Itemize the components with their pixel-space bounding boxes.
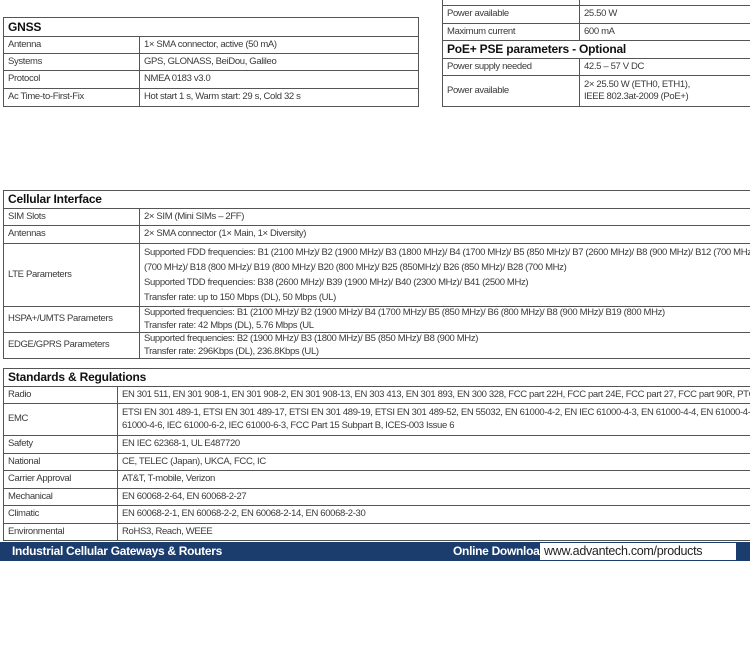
value-line: 2× SMA connector (1× Main, 1× Diversity): [144, 228, 307, 240]
pse-title: PoE+ PSE parameters - Optional: [442, 40, 750, 59]
value-line: Supported FDD frequencies: B1 (2100 MHz)…: [144, 247, 750, 258]
value-line: EN 60068-2-1, EN 60068-2-2, EN 60068-2-1…: [122, 508, 366, 520]
row-label: Protocol: [3, 70, 140, 89]
row-label: Carrier Approval: [3, 470, 118, 489]
row-value: Supported frequencies: B1 (2100 MHz)/ B2…: [139, 306, 750, 333]
row-value: Hot start 1 s, Warm start: 29 s, Cold 32…: [139, 88, 419, 107]
table-row: Ac Time-to-First-Fix Hot start 1 s, Warm …: [3, 88, 419, 107]
value-line: RoHS3, Reach, WEEE: [122, 525, 213, 537]
row-value: 600 mA: [579, 23, 750, 41]
value-line: Transfer rate: up to 150 Mbps (DL), 50 M…: [144, 292, 336, 303]
table-row: Systems GPS, GLONASS, BeiDou, Galileo: [3, 53, 419, 71]
table-row: Maximum current 600 mA: [442, 23, 750, 41]
row-label: EMC: [3, 403, 118, 436]
value-line: EN 301 511, EN 301 908-1, EN 301 908-2, …: [122, 388, 750, 400]
cellular-title: Cellular Interface: [3, 190, 750, 209]
row-label: EDGE/GPRS Parameters: [3, 332, 140, 359]
row-label: Antenna: [3, 36, 140, 54]
gnss-title: GNSS: [3, 17, 419, 37]
table-row: Carrier Approval AT&T, T-mobile, Verizon: [3, 470, 750, 489]
row-label: Power available: [442, 5, 580, 24]
row-label: SIM Slots: [3, 208, 140, 226]
value-line: 61000-4-6, IEC 61000-6-2, IEC 61000-6-3,…: [122, 419, 455, 431]
footer-band: Industrial Cellular Gateways & Routers O…: [0, 542, 750, 561]
table-row: LTE Parameters Supported FDD frequencies:…: [3, 243, 750, 307]
row-label: Safety: [3, 435, 118, 454]
row-label: Mechanical: [3, 488, 118, 506]
table-row: Safety EN IEC 62368-1, UL E487720: [3, 435, 750, 454]
table-row: EDGE/GPRS Parameters Supported frequencie…: [3, 332, 750, 359]
table-row: Environmental RoHS3, Reach, WEEE: [3, 523, 750, 541]
row-value: 2× SIM (Mini SIMs – 2FF): [139, 208, 750, 226]
row-value: CE, TELEC (Japan), UKCA, FCC, IC: [117, 453, 750, 471]
table-row: Protocol NMEA 0183 v3.0: [3, 70, 419, 89]
row-value: RoHS3, Reach, WEEE: [117, 523, 750, 541]
row-value: EN 60068-2-64, EN 60068-2-27: [117, 488, 750, 506]
footer-title: Industrial Cellular Gateways & Routers: [12, 544, 222, 558]
row-value: 2× 25.50 W (ETH0, ETH1), IEEE 802.3at-200…: [579, 75, 750, 107]
table-row: Radio EN 301 511, EN 301 908-1, EN 301 90…: [3, 386, 750, 404]
value-line: AT&T, T-mobile, Verizon: [122, 473, 215, 485]
table-row: Mechanical EN 60068-2-64, EN 60068-2-27: [3, 488, 750, 506]
power-table: Power available 25.50 W Maximum current 60…: [442, 0, 750, 107]
table-row: National CE, TELEC (Japan), UKCA, FCC, IC: [3, 453, 750, 471]
value-line: (700 MHz)/ B18 (800 MHz)/ B19 (800 MHz)/…: [144, 262, 567, 273]
row-label: Power supply needed: [442, 58, 580, 76]
value-line: 2× 25.50 W (ETH0, ETH1),: [584, 78, 690, 90]
value-line: Transfer rate: 296Kbps (DL), 236.8Kbps (…: [144, 345, 319, 357]
table-row: EMC ETSI EN 301 489-1, ETSI EN 301 489-17…: [3, 403, 750, 436]
row-value: NMEA 0183 v3.0: [139, 70, 419, 89]
value-line: Supported TDD frequencies: B38 (2600 MHz…: [144, 277, 529, 288]
value-line: EN 60068-2-64, EN 60068-2-27: [122, 490, 247, 502]
value-line: Supported frequencies: B1 (2100 MHz)/ B2…: [144, 307, 665, 319]
row-value: EN 60068-2-1, EN 60068-2-2, EN 60068-2-1…: [117, 505, 750, 524]
table-row: Power available 2× 25.50 W (ETH0, ETH1), I…: [442, 75, 750, 107]
row-value: 25.50 W: [579, 5, 750, 24]
row-value: AT&T, T-mobile, Verizon: [117, 470, 750, 489]
cellular-table: Cellular Interface SIM Slots 2× SIM (Mini…: [3, 190, 750, 359]
row-label: Environmental: [3, 523, 118, 541]
row-value: Supported FDD frequencies: B1 (2100 MHz)…: [139, 243, 750, 307]
value-line: ETSI EN 301 489-1, ETSI EN 301 489-17, E…: [122, 407, 750, 418]
table-row: Antenna 1× SMA connector, active (50 mA): [3, 36, 419, 54]
table-row: SIM Slots 2× SIM (Mini SIMs – 2FF): [3, 208, 750, 226]
row-label: Maximum current: [442, 23, 580, 41]
row-label: Power available: [442, 75, 580, 107]
row-value: EN IEC 62368-1, UL E487720: [117, 435, 750, 454]
standards-table: Standards & Regulations Radio EN 301 511,…: [3, 368, 750, 541]
row-value: 42.5 – 57 V DC: [579, 58, 750, 76]
row-label: National: [3, 453, 118, 471]
value-line: CE, TELEC (Japan), UKCA, FCC, IC: [122, 455, 266, 467]
value-line: Transfer rate: 42 Mbps (DL), 5.76 Mbps (…: [144, 319, 314, 331]
value-line: IEEE 802.3at-2009 (PoE+): [584, 91, 689, 102]
table-row: HSPA+/UMTS Parameters Supported frequenci…: [3, 306, 750, 333]
download-url-link[interactable]: www.advantech.com/products: [540, 543, 736, 560]
table-row: Antennas 2× SMA connector (1× Main, 1× Di…: [3, 225, 750, 244]
row-label: Systems: [3, 53, 140, 71]
row-label: Antennas: [3, 225, 140, 244]
value-line: EN IEC 62368-1, UL E487720: [122, 438, 240, 450]
row-value: GPS, GLONASS, BeiDou, Galileo: [139, 53, 419, 71]
value-line: Supported frequencies: B2 (1900 MHz)/ B3…: [144, 333, 479, 345]
row-value: Supported frequencies: B2 (1900 MHz)/ B3…: [139, 332, 750, 359]
row-label: Ac Time-to-First-Fix: [3, 88, 140, 107]
row-value: ETSI EN 301 489-1, ETSI EN 301 489-17, E…: [117, 403, 750, 436]
table-row: Power supply needed 42.5 – 57 V DC: [442, 58, 750, 76]
row-value: 1× SMA connector, active (50 mA): [139, 36, 419, 54]
standards-title: Standards & Regulations: [3, 368, 750, 387]
online-download-label: Online Download: [453, 544, 547, 558]
row-label: HSPA+/UMTS Parameters: [3, 306, 140, 333]
table-row: Power available 25.50 W: [442, 5, 750, 24]
value-line: 2× SIM (Mini SIMs – 2FF): [144, 210, 245, 222]
row-label: LTE Parameters: [3, 243, 140, 307]
row-value: EN 301 511, EN 301 908-1, EN 301 908-2, …: [117, 386, 750, 404]
row-value: 2× SMA connector (1× Main, 1× Diversity): [139, 225, 750, 244]
row-label: Climatic: [3, 505, 118, 524]
table-row: Climatic EN 60068-2-1, EN 60068-2-2, EN 6…: [3, 505, 750, 524]
row-label: Radio: [3, 386, 118, 404]
gnss-table: GNSS Antenna 1× SMA connector, active (50…: [3, 17, 419, 107]
